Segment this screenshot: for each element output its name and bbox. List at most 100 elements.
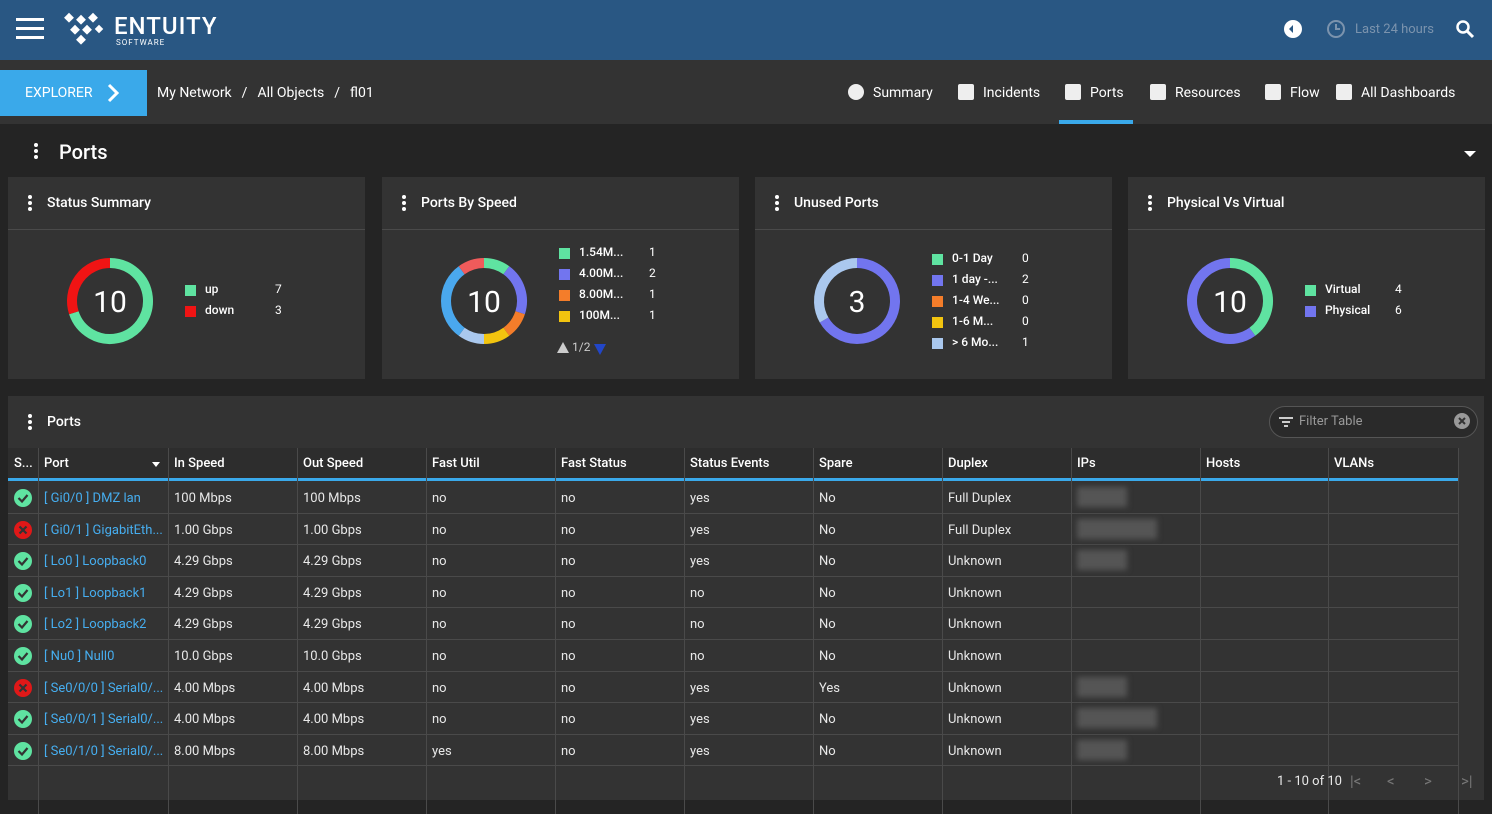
widget-title: Unused Ports [794, 195, 879, 211]
column-header[interactable]: IPs [1077, 456, 1096, 471]
donut-total: 10 [1213, 285, 1247, 320]
column-header[interactable]: Hosts [1206, 456, 1241, 471]
widget-menu[interactable] [402, 195, 406, 211]
pager-button[interactable]: >| [1461, 772, 1473, 790]
donut: 10 [1187, 258, 1273, 344]
pager-button[interactable]: |< [1350, 772, 1362, 790]
nav-tab[interactable]: Ports [1090, 85, 1124, 101]
breadcrumb[interactable]: My Network [157, 85, 232, 101]
nav-tab[interactable]: Flow [1290, 85, 1320, 101]
donut-segment [503, 266, 527, 315]
legend-value: 0 [1022, 292, 1029, 307]
table-cell: yes [690, 491, 710, 506]
widget-menu[interactable] [775, 195, 779, 211]
status-icon [14, 520, 32, 539]
explorer-button[interactable] [0, 70, 147, 116]
legend-swatch [185, 306, 196, 317]
table-cell: no [432, 617, 447, 633]
status-icon [14, 552, 32, 571]
clear-icon[interactable] [1454, 413, 1470, 429]
table-title: Ports [47, 414, 81, 430]
legend-label: > 6 Mo... [952, 334, 999, 349]
port-link[interactable]: [ Se0/0/1 ] Serial0/... [44, 712, 164, 728]
donut-segment [814, 258, 858, 323]
table-cell: yes [690, 743, 710, 759]
column-header[interactable]: Port [44, 456, 69, 471]
table-cell: No [819, 743, 836, 759]
table-cell: No [819, 522, 836, 538]
widget-divider [382, 229, 739, 230]
search-icon[interactable] [1456, 20, 1475, 39]
port-link[interactable]: [ Se0/1/0 ] Serial0/... [44, 743, 164, 759]
menu-icon[interactable] [16, 18, 44, 40]
column-header[interactable]: Status Events [690, 456, 770, 471]
nav-bar [0, 60, 1492, 124]
column-header[interactable]: VLANs [1334, 456, 1375, 471]
table-cell: No [819, 554, 836, 570]
pager-button[interactable]: > [1424, 772, 1432, 790]
table-cell: yes [690, 680, 710, 696]
nav-tab[interactable]: Incidents [983, 85, 1041, 101]
table-cell: Unknown [948, 680, 1002, 696]
table-cell: Full Duplex [948, 491, 1012, 506]
widget-divider [1128, 229, 1485, 230]
widget-title: Status Summary [47, 195, 151, 211]
nav-tab[interactable]: All Dashboards [1361, 85, 1456, 101]
port-link[interactable]: [ Nu0 ] Null0 [44, 649, 115, 664]
pager-down[interactable] [594, 344, 606, 355]
status-icon [14, 615, 32, 634]
column-header[interactable]: Out Speed [303, 456, 364, 471]
nav-tab[interactable]: Summary [873, 85, 933, 101]
legend-label: 8.00M... [579, 287, 624, 301]
sync-icon[interactable] [1284, 20, 1302, 38]
time-range[interactable]: Last 24 hours [1355, 22, 1434, 37]
legend-label: up [205, 282, 219, 296]
dropdown-arrow [1464, 151, 1476, 163]
table-menu[interactable] [28, 414, 32, 430]
table-cell: 4.00 Mbps [303, 680, 365, 696]
table-cell: 4.29 Gbps [174, 585, 233, 601]
table-cell: 4.29 Gbps [174, 554, 233, 570]
legend-label: 4.00M... [579, 266, 624, 280]
widget-menu[interactable] [1148, 195, 1152, 211]
port-link[interactable]: [ Gi0/1 ] GigabitEth... [44, 522, 163, 538]
column-header[interactable]: Fast Status [561, 456, 627, 471]
column-header[interactable]: In Speed [174, 456, 225, 471]
port-link[interactable]: [ Lo2 ] Loopback2 [44, 617, 147, 633]
breadcrumb[interactable]: fl01 [350, 85, 374, 101]
nav-tab[interactable]: Resources [1175, 85, 1241, 101]
port-link[interactable]: [ Se0/0/0 ] Serial0/... [44, 680, 164, 696]
filter-box[interactable] [1269, 406, 1478, 438]
breadcrumb[interactable]: All Objects [257, 85, 325, 101]
port-link[interactable]: [ Lo0 ] Loopback0 [44, 554, 147, 570]
table-cell: no [432, 491, 447, 506]
port-link[interactable]: [ Lo1 ] Loopback1 [44, 585, 147, 601]
page-menu[interactable] [34, 143, 38, 159]
tab-icon [1336, 84, 1352, 100]
column-header[interactable]: Spare [819, 456, 853, 471]
port-link[interactable]: [ Gi0/0 ] DMZ lan [44, 491, 141, 506]
legend-swatch [1305, 285, 1316, 296]
column-header[interactable]: Fast Util [432, 456, 480, 471]
redacted-ip [1077, 739, 1127, 760]
col-divider [555, 448, 556, 814]
table-cell: yes [690, 554, 710, 570]
legend-label: 1 day -... [952, 271, 998, 286]
legend-label: Virtual [1325, 282, 1361, 296]
column-header[interactable]: Duplex [948, 456, 988, 471]
table-cell: No [819, 491, 836, 506]
donut-segment [1229, 258, 1273, 336]
column-header[interactable]: S... [14, 456, 33, 471]
table-cell: Unknown [948, 617, 1002, 633]
legend-label: 1-4 We... [952, 292, 1000, 307]
legend-value: 7 [275, 282, 282, 296]
pager-button[interactable]: < [1387, 772, 1395, 790]
donut-total: 10 [93, 285, 127, 320]
explorer-label: EXPLORER [25, 85, 93, 101]
donut-total: 10 [467, 285, 501, 320]
redacted-ip [1077, 676, 1127, 697]
pager-up[interactable] [557, 342, 569, 353]
table-cell: no [561, 491, 576, 506]
widget-menu[interactable] [28, 195, 32, 211]
donut-segment [1187, 258, 1256, 344]
